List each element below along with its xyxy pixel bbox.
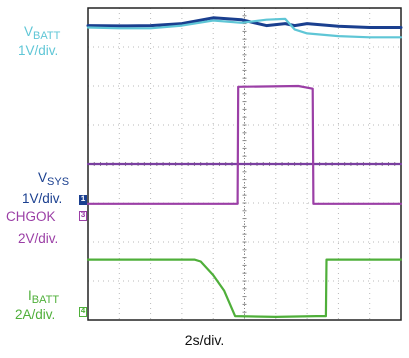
ibatt-label-sub: BATT [31, 294, 60, 306]
vbatt-label-main: V [24, 24, 34, 39]
ibatt-scale: 2A/div. [15, 307, 56, 322]
vbatt-label: VBATT [24, 24, 60, 44]
scope-traces [86, 16, 403, 318]
vbatt-scale: 1V/div. [18, 43, 59, 58]
channel-3-marker: 3 [79, 211, 87, 221]
chgok-scale: 2V/div. [18, 231, 59, 246]
channel-4-marker: 4 [79, 307, 87, 317]
ibatt-label: IBATT [28, 288, 59, 308]
chgok-trace [86, 84, 403, 205]
vbatt-label-sub: BATT [33, 30, 61, 42]
vsys-label-main: V [38, 170, 48, 185]
vbatt2-trace [86, 17, 403, 39]
vbatt1-trace [86, 16, 403, 29]
vsys-label: VSYS [38, 170, 69, 190]
chgok-label: CHGOK [6, 209, 56, 224]
vsys-label-sub: SYS [47, 176, 70, 188]
vsys-scale: 1V/div. [22, 191, 63, 206]
time-scale-label: 2s/div. [184, 332, 225, 348]
ibatt-trace [86, 258, 403, 318]
ibatt-label-main: I [28, 288, 32, 303]
channel-1-marker: 1 [79, 195, 87, 205]
